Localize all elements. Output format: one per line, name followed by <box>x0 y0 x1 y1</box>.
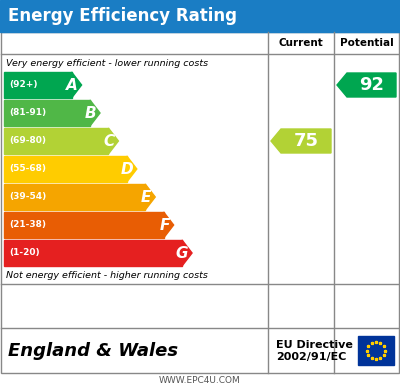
Polygon shape <box>271 129 331 153</box>
Text: B: B <box>84 106 96 121</box>
Text: (55-68): (55-68) <box>9 165 46 173</box>
Text: 92: 92 <box>359 76 384 94</box>
Text: (39-54): (39-54) <box>9 192 46 201</box>
Bar <box>0 0 400 32</box>
Text: 2002/91/EC: 2002/91/EC <box>276 352 346 362</box>
Text: Potential: Potential <box>340 38 394 48</box>
Bar <box>4 100 90 126</box>
Text: (21-38): (21-38) <box>9 220 46 229</box>
Bar <box>4 184 145 210</box>
Text: D: D <box>120 161 133 177</box>
Bar <box>4 240 182 266</box>
Text: F: F <box>159 218 170 232</box>
Text: (1-20): (1-20) <box>9 248 40 258</box>
Text: (92+): (92+) <box>9 80 38 90</box>
Text: C: C <box>103 133 114 149</box>
Bar <box>358 336 394 365</box>
Text: Energy Efficiency Rating: Energy Efficiency Rating <box>8 7 237 25</box>
Text: 75: 75 <box>294 132 318 150</box>
Bar <box>1 32 399 373</box>
Text: Current: Current <box>279 38 323 48</box>
Polygon shape <box>108 128 118 154</box>
Text: (69-80): (69-80) <box>9 137 46 146</box>
Bar <box>4 156 127 182</box>
Text: EU Directive: EU Directive <box>276 340 353 350</box>
Text: Not energy efficient - higher running costs: Not energy efficient - higher running co… <box>6 270 208 279</box>
Polygon shape <box>72 72 82 98</box>
Polygon shape <box>337 73 396 97</box>
Bar <box>4 128 108 154</box>
Text: A: A <box>66 78 78 92</box>
Bar <box>4 212 164 238</box>
Text: G: G <box>176 246 188 260</box>
Polygon shape <box>90 100 100 126</box>
Bar <box>4 72 72 98</box>
Polygon shape <box>145 184 155 210</box>
Polygon shape <box>182 240 192 266</box>
Text: WWW.EPC4U.COM: WWW.EPC4U.COM <box>159 376 241 385</box>
Polygon shape <box>164 212 174 238</box>
Text: Very energy efficient - lower running costs: Very energy efficient - lower running co… <box>6 59 208 68</box>
Text: (81-91): (81-91) <box>9 109 46 118</box>
Polygon shape <box>127 156 137 182</box>
Text: E: E <box>141 189 151 204</box>
Text: England & Wales: England & Wales <box>8 341 178 360</box>
